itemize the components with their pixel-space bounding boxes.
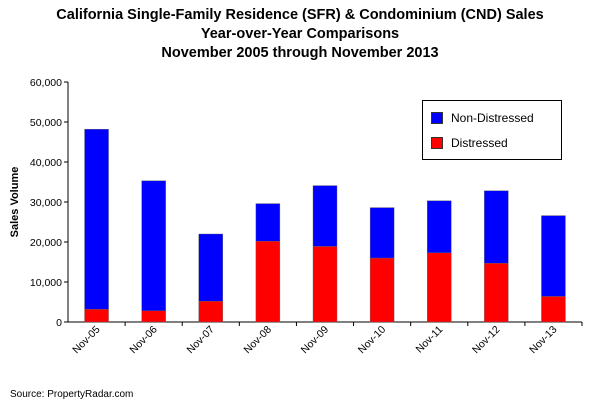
y-tick-label: 60,000 — [30, 77, 62, 89]
x-tick-label: Nov-09 — [299, 324, 332, 357]
bar-distressed-nov-06 — [141, 310, 166, 323]
y-axis-title: Sales Volume — [9, 167, 21, 238]
bar-distressed-nov-05 — [84, 309, 109, 323]
x-tick-label: Nov-11 — [413, 324, 445, 356]
legend-label-non-distressed: Non-Distressed — [451, 111, 534, 125]
bar-non-distressed-nov-06 — [141, 180, 166, 312]
bar-non-distressed-nov-12 — [484, 190, 509, 264]
bar-non-distressed-nov-10 — [369, 207, 395, 259]
x-tick-label: Nov-08 — [242, 324, 275, 357]
bar-distressed-nov-08 — [255, 240, 281, 323]
legend-label-distressed: Distressed — [451, 136, 508, 150]
source-note: Source: PropertyRadar.com — [10, 389, 134, 400]
y-tick-label: 20,000 — [30, 237, 62, 249]
bar-non-distressed-nov-05 — [84, 128, 109, 310]
bar-distressed-nov-12 — [484, 263, 509, 323]
legend-swatch-distressed — [431, 137, 443, 149]
x-tick-label: Nov-13 — [527, 324, 560, 357]
title-line-1: California Single-Family Residence (SFR)… — [56, 7, 544, 23]
title-line-2: Year-over-Year Comparisons — [200, 26, 400, 42]
legend-swatch-non-distressed — [431, 112, 443, 124]
bar-distressed-nov-11 — [427, 252, 452, 323]
bar-non-distressed-nov-08 — [255, 203, 281, 242]
y-tick-label: 0 — [56, 317, 62, 329]
x-tick-label: Nov-07 — [184, 324, 217, 357]
bar-non-distressed-nov-09 — [312, 185, 338, 247]
y-tick-label: 50,000 — [30, 117, 62, 129]
bar-non-distressed-nov-13 — [541, 215, 566, 297]
title-line-3: November 2005 through November 2013 — [161, 45, 439, 61]
bar-distressed-nov-13 — [541, 296, 566, 323]
bar-non-distressed-nov-11 — [427, 200, 452, 254]
bar-distressed-nov-10 — [369, 257, 395, 323]
chart-title: California Single-Family Residence (SFR)… — [0, 6, 600, 63]
legend: Non-Distressed Distressed — [422, 100, 562, 160]
bar-distressed-nov-09 — [312, 246, 338, 323]
x-tick-label: Nov-10 — [356, 324, 389, 357]
y-tick-label: 40,000 — [30, 157, 62, 169]
y-tick-label: 30,000 — [30, 197, 62, 209]
x-tick-label: Nov-06 — [127, 324, 160, 357]
bar-non-distressed-nov-07 — [198, 233, 223, 302]
y-tick-label: 10,000 — [30, 277, 62, 289]
legend-item-non-distressed: Non-Distressed — [431, 111, 534, 125]
x-tick-label: Nov-05 — [70, 324, 103, 357]
x-tick-label: Nov-12 — [470, 324, 503, 357]
bar-distressed-nov-07 — [198, 301, 223, 323]
legend-item-distressed: Distressed — [431, 136, 508, 150]
